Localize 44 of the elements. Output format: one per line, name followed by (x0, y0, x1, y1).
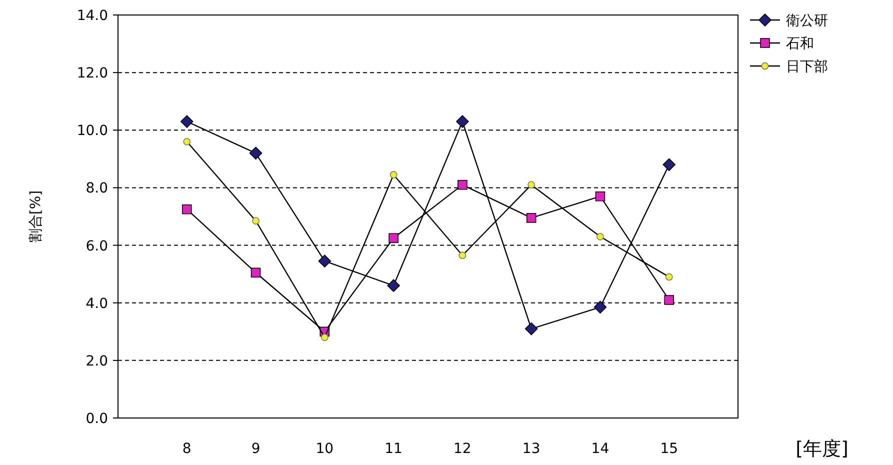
point (318, 254, 332, 268)
point (183, 138, 191, 146)
y-axis-title: 割合[%] (28, 190, 44, 243)
x-tick-label: 9 (251, 441, 260, 457)
point (526, 213, 536, 223)
point (665, 273, 673, 281)
x-tick-label: 12 (454, 441, 472, 457)
x-tick-label: 13 (522, 441, 540, 457)
x-tick-label: 8 (182, 441, 192, 457)
point (320, 334, 328, 342)
point (249, 146, 262, 160)
x-axis-title: [年度] (796, 438, 848, 460)
point (595, 191, 606, 202)
y-tick-label: 0.0 (86, 411, 108, 427)
point (250, 268, 261, 278)
point (664, 295, 674, 305)
point (387, 279, 400, 292)
x-tick-label: 11 (384, 441, 402, 457)
point (524, 322, 538, 336)
y-tick-label: 12.0 (76, 66, 108, 82)
y-tick-label: 10.0 (76, 123, 108, 140)
y-tick-label: 8.0 (86, 180, 108, 197)
point (528, 181, 536, 189)
legend-label: 日下部 (786, 59, 828, 75)
y-tick-label: 6.0 (86, 238, 108, 254)
legend-label: 衛公研 (786, 13, 828, 29)
x-tick-label: 15 (660, 441, 678, 457)
y-tick-label: 14.0 (76, 8, 108, 24)
point (458, 252, 466, 260)
x-tick-label: 14 (591, 441, 610, 457)
point (458, 180, 468, 190)
point (596, 232, 604, 240)
x-tick-label: 10 (316, 441, 334, 457)
legend-label: 石和 (786, 36, 814, 52)
point (662, 158, 676, 172)
point (388, 233, 398, 243)
y-tick-label: 2.0 (86, 353, 108, 370)
y-tick-label: 4.0 (86, 296, 108, 312)
point (390, 171, 398, 178)
point (594, 300, 607, 314)
point (182, 204, 192, 214)
point (252, 217, 260, 225)
point (180, 115, 194, 128)
point (456, 115, 469, 128)
